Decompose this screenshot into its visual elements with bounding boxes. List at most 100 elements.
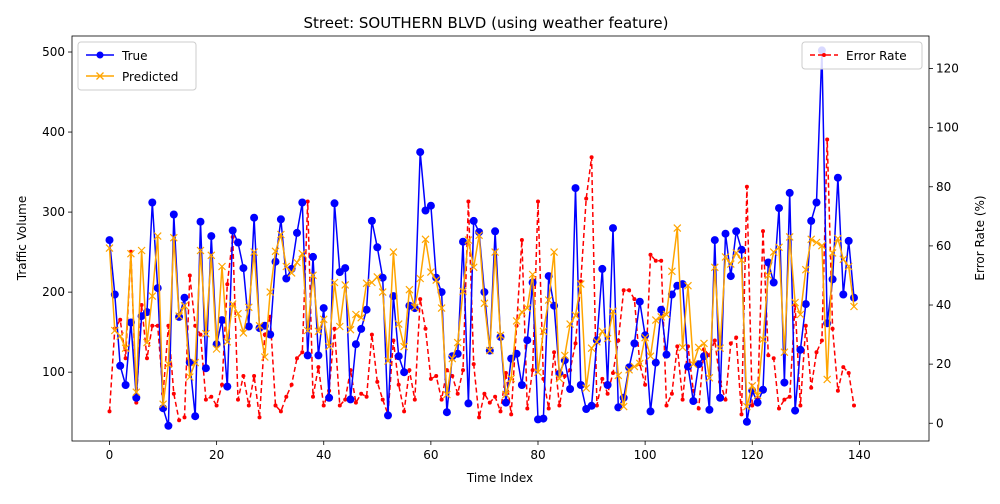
data-point — [412, 397, 417, 402]
right-axis: 0 20 40 60 80 100 120 — [929, 62, 959, 430]
data-point — [850, 302, 858, 311]
data-point — [807, 235, 816, 244]
data-point — [477, 415, 482, 420]
data-point — [214, 403, 219, 408]
data-point — [450, 374, 455, 378]
data-point — [801, 300, 810, 309]
data-point — [239, 264, 248, 273]
data-point — [491, 227, 500, 236]
data-point — [346, 395, 355, 404]
data-point — [185, 373, 194, 381]
data-point — [807, 216, 816, 225]
data-point — [319, 304, 328, 313]
data-point — [835, 388, 840, 393]
data-point — [423, 326, 428, 331]
data-point — [343, 397, 348, 402]
data-point — [621, 288, 626, 293]
data-point — [630, 339, 639, 348]
data-point — [426, 268, 435, 277]
data-point — [132, 393, 141, 402]
data-point — [841, 365, 846, 370]
data-point — [169, 210, 178, 219]
data-point — [257, 415, 262, 420]
x-tick-label: 100 — [634, 448, 657, 462]
data-point — [732, 227, 741, 236]
data-point — [732, 248, 741, 257]
data-point — [246, 403, 251, 408]
data-point — [528, 270, 537, 279]
data-point — [421, 235, 430, 244]
data-point — [480, 288, 489, 297]
data-point — [464, 236, 473, 245]
data-point — [357, 324, 366, 333]
data-point — [501, 398, 510, 407]
data-point — [587, 344, 596, 353]
data-point — [218, 316, 226, 325]
data-point — [523, 304, 532, 313]
data-point — [775, 243, 783, 252]
data-point — [201, 364, 210, 373]
data-point — [384, 411, 392, 420]
data-point — [598, 327, 607, 336]
data-point — [726, 260, 735, 269]
data-point — [175, 312, 184, 321]
data-point — [705, 405, 714, 414]
data-point — [539, 414, 548, 423]
data-point — [555, 374, 564, 383]
data-point — [728, 341, 733, 346]
data-point — [432, 276, 441, 285]
data-point — [611, 371, 615, 375]
data-point — [573, 341, 578, 346]
data-point — [228, 300, 237, 309]
data-point — [223, 382, 232, 391]
data-point — [359, 391, 364, 396]
data-point — [673, 224, 682, 233]
data-point — [311, 394, 315, 399]
data-point — [309, 252, 317, 261]
left-axis: 100 200 300 400 500 — [42, 45, 72, 379]
data-point — [616, 338, 621, 343]
data-point — [780, 348, 789, 357]
data-point — [389, 248, 398, 257]
data-point — [464, 399, 473, 408]
data-point — [325, 342, 334, 351]
data-point — [828, 248, 837, 257]
data-point — [651, 358, 660, 367]
data-point — [846, 371, 851, 375]
data-point — [439, 397, 444, 402]
data-point — [132, 388, 141, 397]
data-point — [244, 303, 253, 312]
legend-true-marker — [96, 51, 104, 59]
data-point — [485, 346, 494, 355]
data-point — [148, 292, 157, 301]
data-point — [641, 331, 650, 340]
data-point — [378, 288, 387, 297]
data-point — [657, 312, 666, 321]
data-point — [850, 293, 858, 302]
data-point — [298, 249, 307, 258]
data-point — [209, 394, 214, 399]
y-right-tick-label: 60 — [936, 239, 951, 253]
data-point — [191, 412, 200, 421]
data-point — [766, 353, 771, 358]
data-point — [353, 400, 358, 405]
data-point — [530, 368, 535, 373]
data-point — [525, 406, 530, 411]
data-point — [442, 408, 451, 417]
data-point — [627, 288, 632, 293]
data-point — [137, 246, 146, 255]
data-point — [519, 238, 524, 242]
data-point — [362, 305, 371, 314]
data-point — [201, 329, 210, 338]
data-point — [643, 382, 648, 387]
data-point — [262, 332, 267, 337]
data-point — [785, 188, 794, 197]
data-point — [641, 333, 650, 342]
data-point — [480, 299, 489, 308]
data-point — [196, 217, 205, 226]
data-point — [785, 232, 794, 241]
data-point — [341, 264, 350, 273]
data-point — [469, 263, 478, 272]
data-point — [603, 381, 612, 389]
data-point — [332, 326, 337, 331]
